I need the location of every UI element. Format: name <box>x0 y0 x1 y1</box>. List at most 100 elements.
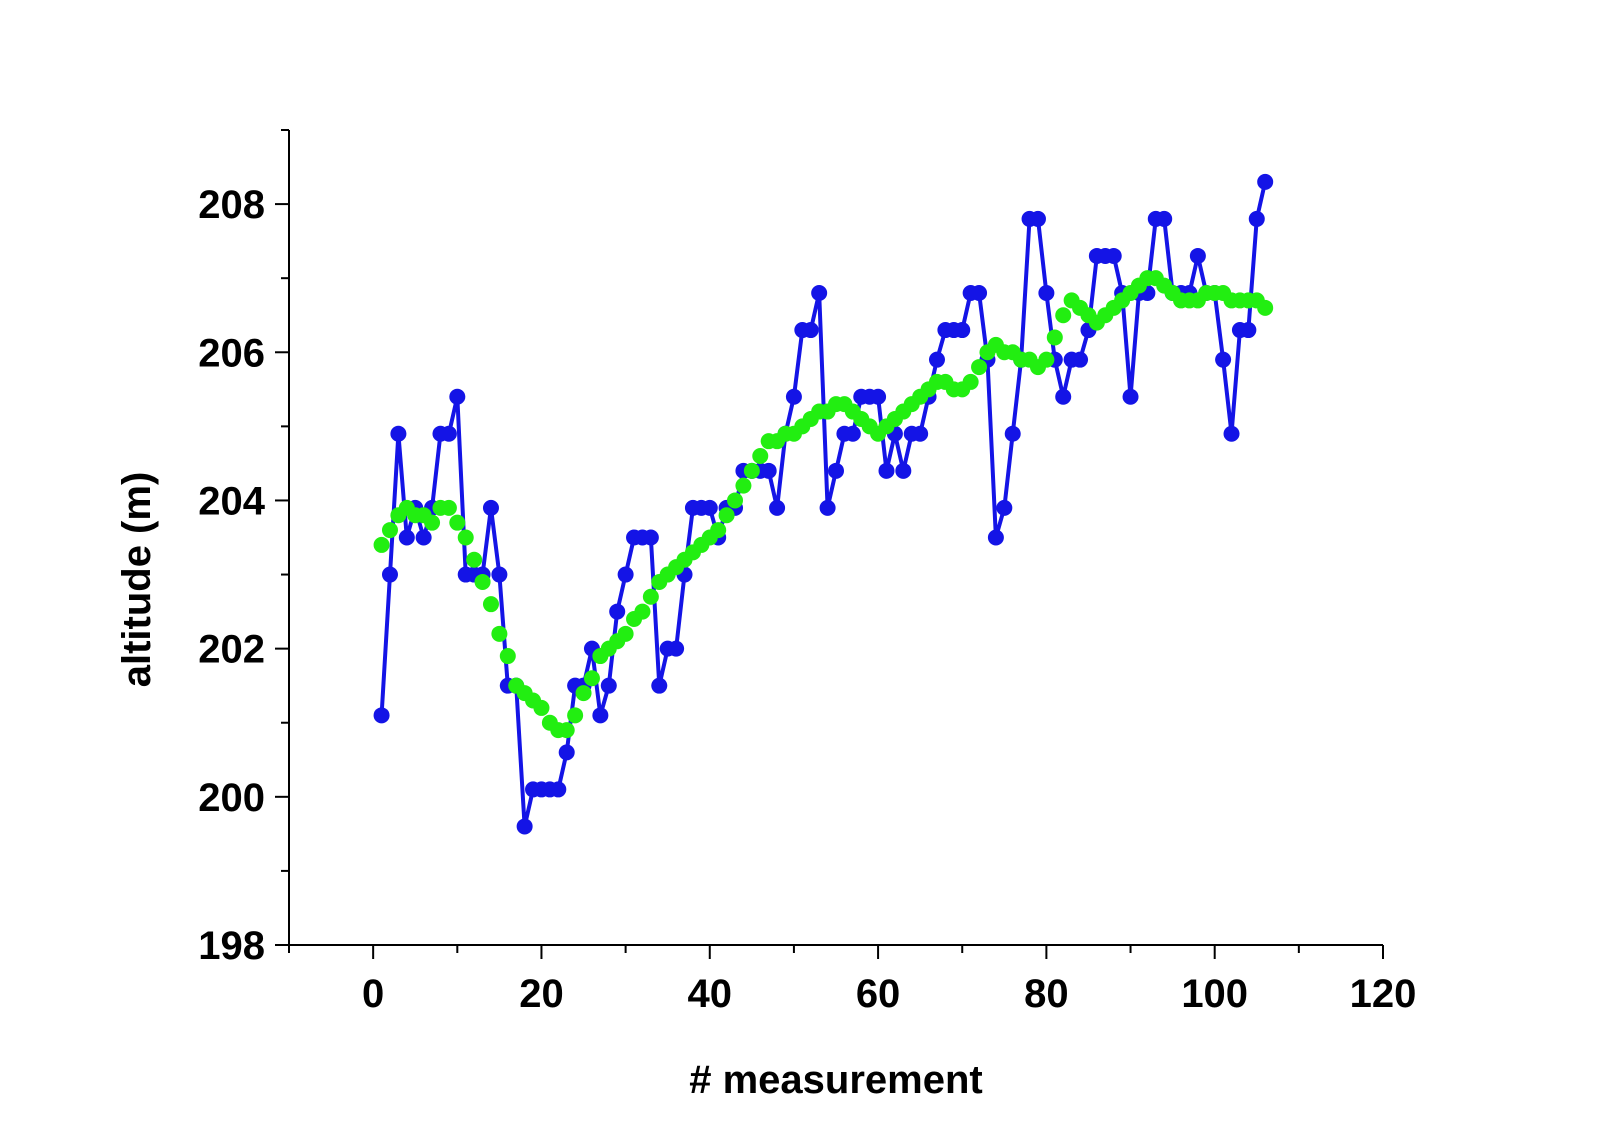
data-point <box>727 492 744 509</box>
data-point <box>912 425 929 442</box>
data-point <box>870 388 887 405</box>
data-point <box>1038 285 1055 301</box>
data-point <box>1055 388 1072 405</box>
data-point <box>1189 247 1206 264</box>
data-point <box>424 514 441 531</box>
data-point <box>828 462 844 479</box>
data-point <box>617 566 634 583</box>
data-point <box>760 462 777 479</box>
data-point <box>996 499 1013 516</box>
data-point <box>634 603 651 620</box>
data-point <box>373 536 390 553</box>
data-point <box>609 603 626 620</box>
x-tick-label: 120 <box>1350 972 1417 1016</box>
data-point <box>491 566 508 583</box>
data-point <box>701 499 718 516</box>
data-point <box>1257 173 1274 190</box>
x-tick-label: 100 <box>1181 972 1248 1016</box>
data-point <box>642 529 659 546</box>
data-point <box>752 448 769 464</box>
data-point <box>1248 210 1265 227</box>
data-point <box>617 625 634 642</box>
data-point <box>785 388 802 405</box>
data-point <box>651 677 668 694</box>
data-point <box>1105 247 1122 264</box>
data-point <box>718 507 735 524</box>
data-point <box>735 477 752 494</box>
data-point <box>398 529 415 546</box>
data-point <box>1029 210 1046 227</box>
y-tick-label: 200 <box>198 776 265 820</box>
x-tick-label: 80 <box>1024 972 1069 1016</box>
data-point <box>466 551 483 568</box>
x-tick-label: 60 <box>856 972 901 1016</box>
data-point <box>668 640 685 657</box>
data-point <box>1240 322 1257 339</box>
y-tick-label: 198 <box>198 924 265 968</box>
data-point <box>769 499 786 516</box>
data-point <box>491 625 508 642</box>
series-1 <box>373 173 1274 835</box>
plot-series <box>373 173 1274 835</box>
data-point <box>381 566 398 583</box>
data-point <box>592 707 609 724</box>
data-point <box>533 699 550 716</box>
data-point <box>600 677 617 694</box>
y-tick-label: 206 <box>198 331 265 375</box>
y-tick-label: 208 <box>198 183 265 227</box>
data-point <box>449 514 466 531</box>
data-point <box>550 781 567 798</box>
x-ticks: 0 20 40 60 80 100 120 <box>288 945 1417 1016</box>
x-tick-label: 0 <box>362 972 384 1016</box>
y-ticks: 198 200 202 204 206 208 <box>198 129 289 968</box>
data-point <box>954 322 971 339</box>
data-point <box>1223 425 1240 442</box>
x-tick-label: 20 <box>519 972 564 1016</box>
data-point <box>567 707 584 724</box>
data-point <box>844 425 861 442</box>
data-point <box>449 388 466 405</box>
data-point <box>802 322 819 339</box>
data-point <box>811 285 828 301</box>
data-point <box>1046 329 1063 346</box>
data-point <box>1072 351 1089 368</box>
data-point <box>895 462 912 479</box>
data-point <box>743 462 760 479</box>
y-tick-label: 204 <box>198 479 265 523</box>
data-point <box>499 648 516 665</box>
x-axis-title: # measurement <box>689 1058 982 1102</box>
data-point <box>474 573 491 590</box>
data-point <box>710 522 727 539</box>
data-point <box>381 522 398 539</box>
data-point <box>1257 299 1274 316</box>
data-point <box>583 670 600 687</box>
data-point <box>482 596 499 613</box>
data-point <box>971 359 988 376</box>
x-tick-label: 40 <box>688 972 733 1016</box>
data-point <box>1055 307 1072 324</box>
y-axis-title: altitude (m) <box>115 472 159 688</box>
data-point <box>415 529 432 546</box>
data-point <box>482 499 499 516</box>
data-point <box>390 425 407 442</box>
axes: 0 20 40 60 80 100 120 198 200 202 204 206 208 <box>198 129 1417 1016</box>
data-point <box>1156 210 1173 227</box>
data-point <box>373 707 390 724</box>
data-point <box>962 373 979 390</box>
data-point <box>1215 351 1232 368</box>
data-point <box>440 499 457 516</box>
data-point <box>642 588 659 605</box>
data-point <box>516 818 533 835</box>
series-2 <box>373 270 1274 739</box>
data-point <box>558 722 575 739</box>
data-point <box>457 529 474 546</box>
series-line <box>379 181 1268 829</box>
data-point <box>928 351 945 368</box>
data-point <box>558 744 575 761</box>
data-point <box>819 499 836 516</box>
data-point <box>1122 388 1139 405</box>
data-point <box>987 529 1004 546</box>
data-point <box>1038 351 1055 368</box>
data-point <box>575 685 592 702</box>
